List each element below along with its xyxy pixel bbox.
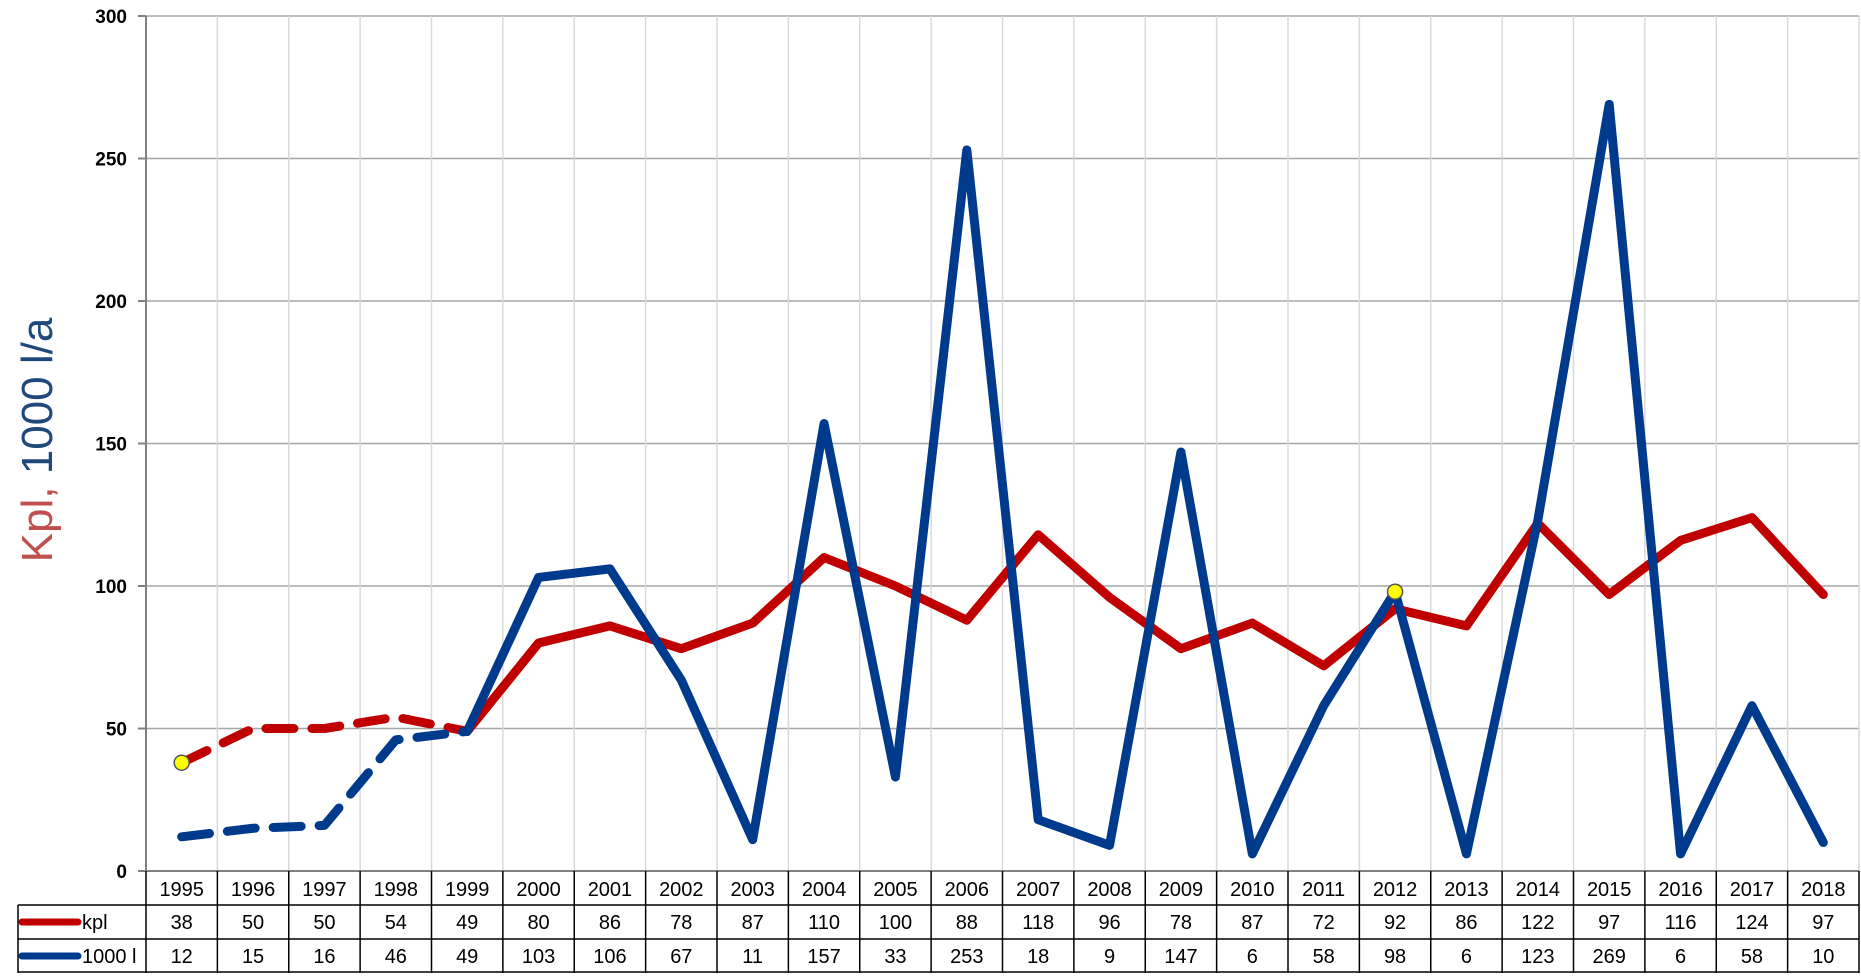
table-cell-value: 116 [1665, 912, 1697, 934]
table-cell-value: 88 [956, 912, 978, 934]
table-cell-value: 157 [807, 946, 840, 968]
y-axis-title-separator: , [13, 474, 62, 498]
x-tick-label: 2018 [1801, 879, 1846, 901]
table-cell-value: 106 [593, 946, 626, 968]
x-tick-label: 1996 [231, 879, 276, 901]
x-tick-label: 2002 [659, 879, 704, 901]
y-tick-label: 250 [95, 150, 127, 171]
table-cell-value: 50 [242, 912, 264, 934]
x-tick-label: 2012 [1373, 879, 1418, 901]
x-tick-label: 2004 [802, 879, 847, 901]
table-cell-value: 123 [1521, 946, 1554, 968]
table-cell-value: 98 [1384, 946, 1406, 968]
table-cell-value: 58 [1741, 946, 1763, 968]
table-cell-value: 6 [1247, 946, 1258, 968]
table-cell-value: 38 [171, 912, 193, 934]
table-cell-value: 9 [1104, 946, 1115, 968]
y-tick-label: 0 [116, 862, 127, 883]
table-cell-value: 10 [1812, 946, 1834, 968]
table-cell-value: 72 [1313, 912, 1335, 934]
table-cell-value: 100 [879, 912, 912, 934]
y-axis-title-kpl: Kpl [13, 499, 62, 563]
y-tick-label: 50 [106, 720, 127, 741]
table-cell-value: 67 [670, 946, 692, 968]
x-tick-label: 2011 [1302, 879, 1345, 901]
table-cell-value: 54 [385, 912, 407, 934]
series-line-dashed-1 [182, 731, 468, 836]
highlight-marker [1388, 584, 1403, 599]
table-cell-value: 122 [1521, 912, 1554, 934]
table-cell-value: 58 [1313, 946, 1335, 968]
x-tick-label: 2003 [730, 879, 775, 901]
table-cell-value: 11 [742, 946, 763, 968]
table-cell-value: 92 [1384, 912, 1406, 934]
table-cell-value: 49 [456, 912, 478, 934]
legend-label: 1000 l [82, 946, 137, 968]
table-cell-value: 12 [171, 946, 193, 968]
table-cell-value: 124 [1735, 912, 1768, 934]
table-cell-value: 6 [1461, 946, 1472, 968]
table-cell-value: 97 [1812, 912, 1834, 934]
table-cell-value: 269 [1593, 946, 1626, 968]
x-tick-label: 2017 [1730, 879, 1775, 901]
x-tick-label: 2005 [873, 879, 918, 901]
table-cell-value: 16 [313, 946, 335, 968]
y-tick-label: 300 [95, 7, 127, 28]
y-tick-label: 150 [95, 435, 127, 456]
table-cell-value: 6 [1675, 946, 1686, 968]
table-cell-value: 86 [1455, 912, 1477, 934]
table-cell-value: 49 [456, 946, 478, 968]
x-tick-label: 2008 [1087, 879, 1132, 901]
x-tick-label: 2009 [1159, 879, 1204, 901]
x-tick-label: 1997 [302, 879, 347, 901]
table-cell-value: 87 [1241, 912, 1263, 934]
table-cell-value: 78 [670, 912, 692, 934]
table-cell-value: 18 [1027, 946, 1049, 968]
table-cell-value: 33 [884, 946, 906, 968]
x-tick-label: 2007 [1016, 879, 1061, 901]
table-cell-value: 253 [950, 946, 983, 968]
x-tick-label: 2000 [516, 879, 561, 901]
x-tick-label: 1995 [159, 879, 204, 901]
table-cell-value: 78 [1170, 912, 1192, 934]
table-cell-value: 96 [1098, 912, 1120, 934]
table-cell-value: 87 [742, 912, 764, 934]
table-cell-value: 15 [242, 946, 264, 968]
table-cell-value: 103 [522, 946, 555, 968]
x-tick-label: 2016 [1658, 879, 1703, 901]
x-tick-label: 2014 [1516, 879, 1561, 901]
table-cell-value: 97 [1598, 912, 1620, 934]
y-tick-label: 100 [95, 577, 127, 598]
x-tick-label: 2010 [1230, 879, 1275, 901]
x-tick-label: 2013 [1444, 879, 1489, 901]
x-tick-label: 1999 [445, 879, 490, 901]
y-axis-title-volume: 1000 l/a [13, 317, 62, 474]
table-cell-value: 86 [599, 912, 621, 934]
x-tick-label: 2015 [1587, 879, 1632, 901]
x-tick-label: 1998 [374, 879, 419, 901]
legend-label: kpl [82, 912, 108, 934]
table-cell-value: 118 [1022, 912, 1054, 934]
x-tick-label: 2001 [588, 879, 633, 901]
table-cell-value: 147 [1164, 946, 1197, 968]
x-tick-label: 2006 [945, 879, 990, 901]
y-tick-label: 200 [95, 292, 127, 313]
y-axis-title: Kpl, 1000 l/a [13, 317, 62, 562]
table-cell-value: 80 [527, 912, 549, 934]
highlight-marker [174, 755, 189, 770]
table-cell-value: 46 [385, 946, 407, 968]
table-cell-value: 50 [313, 912, 335, 934]
table-cell-value: 110 [808, 912, 840, 934]
